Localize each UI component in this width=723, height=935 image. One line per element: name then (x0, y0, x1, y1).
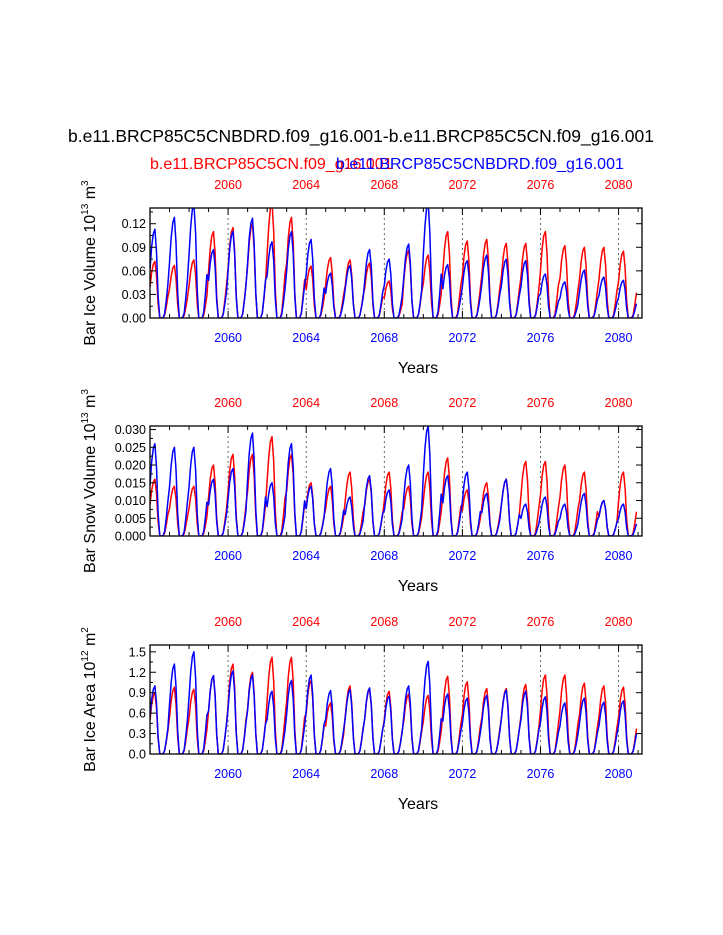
x-tick-label-bottom: 2068 (370, 331, 398, 345)
y-tick-label: 0.06 (122, 264, 146, 278)
y-tick-label: 0.030 (115, 423, 146, 437)
x-tick-label-top: 2068 (370, 396, 398, 410)
x-tick-label-top: 2064 (292, 396, 320, 410)
x-tick-label-top: 2060 (214, 396, 242, 410)
x-tick-label-bottom: 2080 (605, 549, 633, 563)
x-tick-label-bottom: 2068 (370, 767, 398, 781)
y-tick-label: 1.2 (129, 666, 146, 680)
x-tick-label-top: 2076 (527, 178, 555, 192)
y-tick-label: 0.020 (115, 459, 146, 473)
x-tick-label-top: 2064 (292, 178, 320, 192)
x-tick-label-top: 2068 (370, 615, 398, 629)
x-tick-label-bottom: 2072 (448, 767, 476, 781)
y-tick-label: 1.5 (129, 645, 146, 659)
x-tick-label-top: 2072 (448, 396, 476, 410)
y-tick-label: 0.000 (115, 530, 146, 544)
x-tick-label-top: 2072 (448, 178, 476, 192)
legend-red-label: b.e11.BRCP85C5CN.f09_g16.001 (150, 156, 393, 173)
y-axis-label: Bar Ice Volume 1013 m3 (80, 180, 99, 346)
y-tick-label: 0.9 (129, 686, 146, 700)
y-tick-label: 0.12 (122, 217, 146, 231)
x-tick-label-top: 2080 (605, 178, 633, 192)
x-tick-label-bottom: 2060 (214, 331, 242, 345)
x-tick-label-bottom: 2064 (292, 331, 320, 345)
plot-frame (149, 207, 643, 319)
ice-volume-panel: 0.00 0.03 0.06 0.09 0.12 2060 2060 2064 2064 2068… (80, 178, 643, 377)
blue-series-line (150, 426, 638, 536)
x-axis-label: Years (398, 796, 438, 813)
red-series-line (150, 435, 638, 536)
y-tick-label: 0.010 (115, 494, 146, 508)
x-tick-label-top: 2076 (527, 615, 555, 629)
x-tick-label-bottom: 2080 (605, 767, 633, 781)
x-tick-label-bottom: 2076 (527, 767, 555, 781)
x-tick-label-bottom: 2076 (527, 331, 555, 345)
y-tick-label: 0.09 (122, 241, 146, 255)
y-tick-label: 0.00 (122, 312, 146, 326)
ice-area-panel: 0.0 0.3 0.6 0.9 1.2 1.5 2060 2060 2064 2064 2068 20… (80, 615, 643, 813)
x-tick-label-top: 2060 (214, 178, 242, 192)
blue-series-line (150, 651, 638, 754)
x-tick-label-top: 2080 (605, 396, 633, 410)
snow-volume-panel: 0.000 0.005 0.010 0.015 0.020 0.025 0.030 2060 2… (80, 389, 643, 595)
x-tick-label-bottom: 2072 (448, 331, 476, 345)
y-tick-label: 0.3 (129, 727, 146, 741)
y-tick-label: 0.005 (115, 512, 146, 526)
legend-blue-label: b.e11.BRCP85C5CNBDRD.f09_g16.001 (336, 156, 624, 173)
y-axis-label: Bar Ice Area 1012 m2 (80, 627, 99, 772)
x-tick-label-top: 2060 (214, 615, 242, 629)
x-tick-label-bottom: 2064 (292, 767, 320, 781)
plot-frame (149, 425, 643, 537)
y-tick-label: 0.6 (129, 707, 146, 721)
x-tick-label-bottom: 2080 (605, 331, 633, 345)
figure-title: b.e11.BRCP85C5CNBDRD.f09_g16.001-b.e11.B… (68, 126, 654, 147)
plot-frame (149, 644, 643, 755)
y-axis-label: Bar Snow Volume 1013 m3 (80, 389, 99, 573)
y-tick-label: 0.025 (115, 441, 146, 455)
x-axis-label: Years (398, 578, 438, 595)
y-tick-label: 0.03 (122, 288, 146, 302)
x-tick-label-top: 2076 (527, 396, 555, 410)
x-tick-label-bottom: 2060 (214, 767, 242, 781)
x-tick-label-bottom: 2064 (292, 549, 320, 563)
x-tick-label-bottom: 2068 (370, 549, 398, 563)
blue-series-line (150, 208, 638, 318)
x-tick-label-top: 2068 (370, 178, 398, 192)
y-tick-label: 0.0 (129, 748, 146, 762)
x-tick-label-bottom: 2076 (527, 549, 555, 563)
x-tick-label-top: 2064 (292, 615, 320, 629)
x-tick-label-top: 2072 (448, 615, 476, 629)
x-axis-label: Years (398, 360, 438, 377)
x-tick-label-bottom: 2060 (214, 549, 242, 563)
y-tick-label: 0.015 (115, 476, 146, 490)
x-tick-label-top: 2080 (605, 615, 633, 629)
red-series-line (150, 208, 638, 318)
x-tick-label-bottom: 2072 (448, 549, 476, 563)
